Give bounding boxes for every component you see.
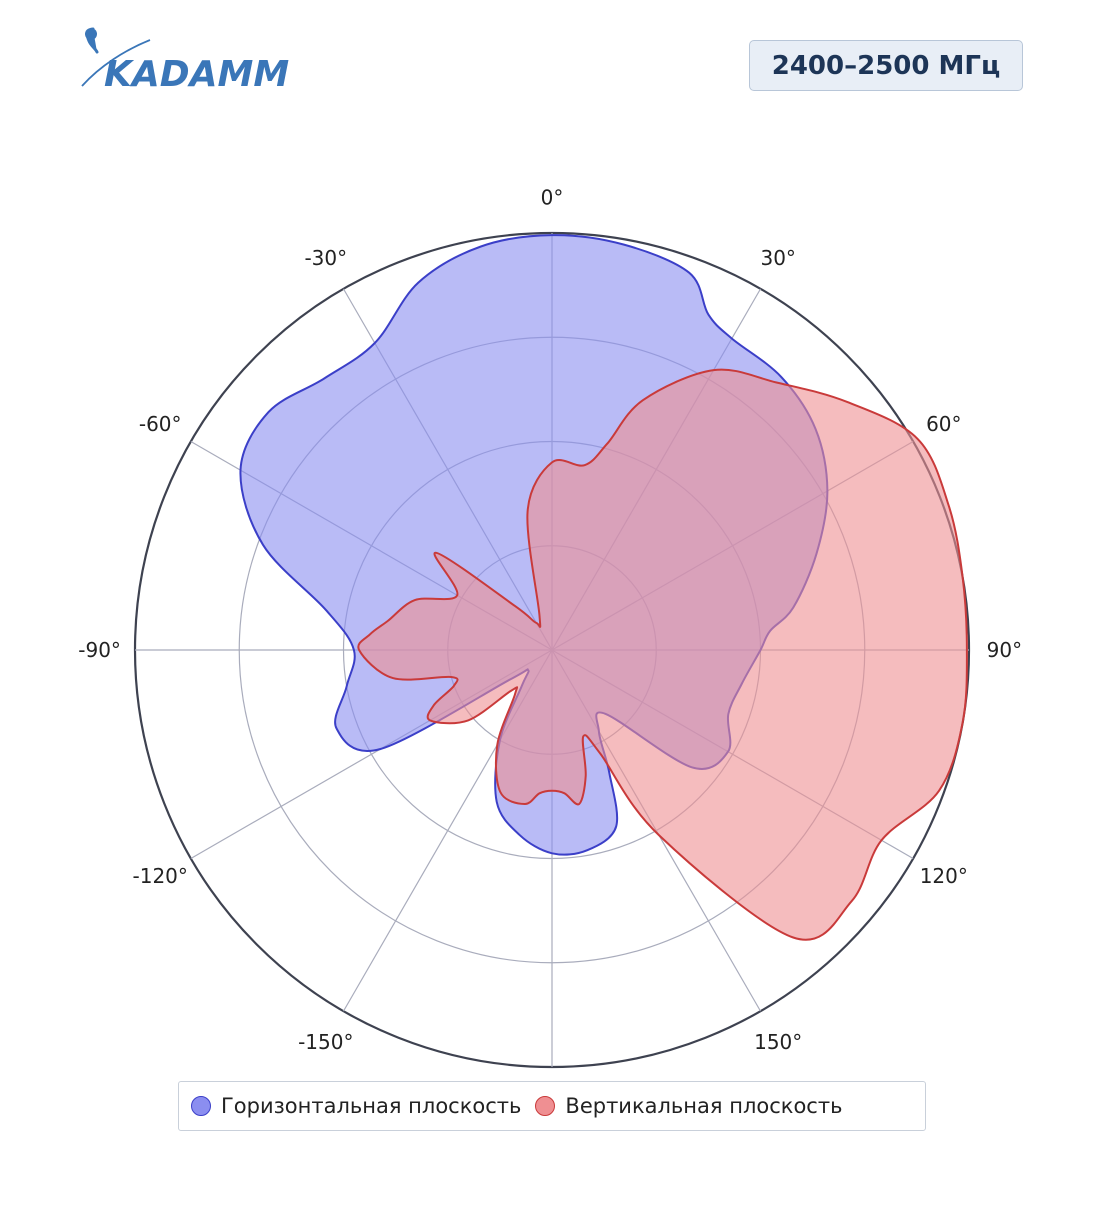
legend-item-horizontal[interactable]: Горизонтальная плоскость bbox=[191, 1094, 521, 1118]
angular-tick-label: 0° bbox=[541, 186, 564, 210]
frequency-badge: 2400–2500 МГц bbox=[749, 40, 1023, 91]
angular-tick-labels: 0° 30° 60° 90° 120° 150° -150° -120° -90° -60° -30… bbox=[78, 186, 1022, 1054]
legend-label-horizontal: Горизонтальная плоскость bbox=[221, 1094, 522, 1118]
angular-tick-label: 30° bbox=[760, 246, 795, 270]
angular-tick-label: -60° bbox=[139, 412, 182, 436]
angular-tick-label: 150° bbox=[754, 1030, 802, 1054]
legend-marker-vertical bbox=[535, 1096, 556, 1116]
angular-tick-label: 120° bbox=[920, 864, 968, 888]
angular-tick-label: 60° bbox=[926, 412, 961, 436]
kadamm-logo: KADAMM bbox=[80, 26, 290, 92]
series-layer bbox=[239, 234, 968, 941]
angular-tick-label: 90° bbox=[987, 638, 1022, 662]
angular-tick-label: -150° bbox=[298, 1030, 353, 1054]
logo-mark-icon: KADAMM bbox=[81, 27, 289, 92]
angular-tick-label: -120° bbox=[133, 864, 188, 888]
svg-text:KADAMM: KADAMM bbox=[104, 54, 289, 92]
legend-item-vertical[interactable]: Вертикальная плоскость bbox=[535, 1094, 842, 1118]
legend-label-vertical: Вертикальная плоскость bbox=[565, 1094, 843, 1118]
legend: Горизонтальная плоскость Вертикальная пл… bbox=[178, 1081, 926, 1131]
angular-tick-label: -90° bbox=[78, 638, 121, 662]
series-vertical-plane bbox=[357, 368, 968, 941]
angular-tick-label: -30° bbox=[304, 246, 347, 270]
legend-marker-horizontal bbox=[191, 1096, 211, 1116]
